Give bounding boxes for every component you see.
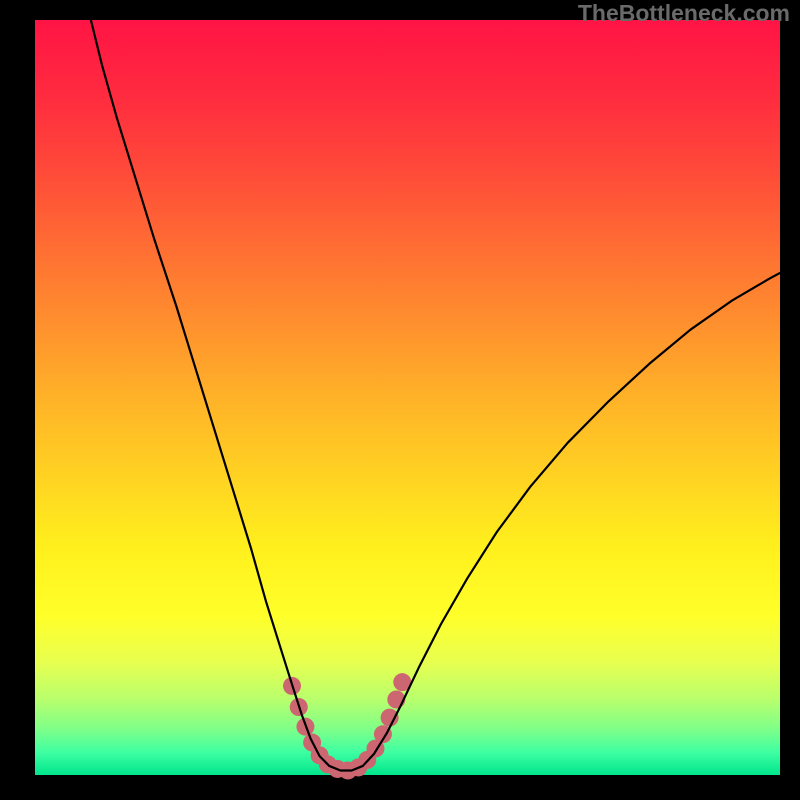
chart-frame: TheBottleneck.com [0, 0, 800, 800]
watermark-text: TheBottleneck.com [578, 0, 790, 27]
bottleneck-curve-chart [0, 0, 800, 800]
accent-dot [381, 709, 399, 727]
plot-background [35, 20, 780, 775]
